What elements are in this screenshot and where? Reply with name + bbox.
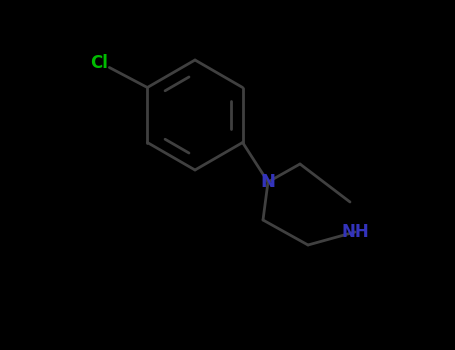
Text: N: N [261,173,275,191]
Text: Cl: Cl [91,55,108,72]
Text: NH: NH [341,223,369,241]
